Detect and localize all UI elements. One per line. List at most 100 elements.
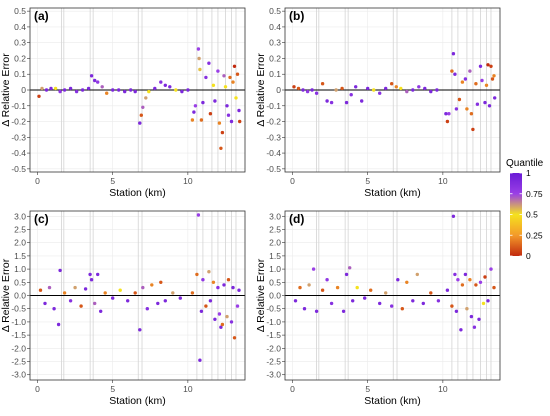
y-tick-label: -3.0 (266, 370, 281, 380)
data-point (360, 99, 364, 103)
y-tick-label: 0.2 (269, 53, 281, 63)
data-point (103, 291, 107, 295)
data-point (211, 280, 216, 284)
data-point (445, 119, 450, 124)
panel-label: (c) (34, 212, 49, 226)
data-point (111, 88, 115, 92)
data-point (436, 299, 441, 303)
x-tick-label: 5 (110, 384, 115, 394)
panel-a: -0.5 -0.4 -0.3 -0.2 -0.1 0 0.1 0.2 0.3 0.4 0.5 0 5 10… (0, 6, 246, 199)
data-point (394, 85, 398, 89)
y-tick-label: 2.5 (14, 224, 26, 234)
data-point (180, 89, 184, 94)
y-axis-title: Δ Relative Error (0, 53, 12, 127)
x-axis-title: Station (km) (109, 187, 166, 199)
data-point (49, 86, 53, 91)
x-tick-label: 0 (35, 384, 40, 394)
y-tick-label: 0.3 (269, 38, 281, 48)
data-point (298, 285, 302, 290)
data-point (159, 80, 163, 84)
data-point (399, 86, 403, 91)
data-point (459, 328, 463, 332)
data-point (232, 64, 237, 69)
data-point (451, 214, 456, 218)
panel-b: -0.5 -0.4 -0.3 -0.2 -0.1 0 0.1 0.2 0.3 0.4 0.5 0 5 10… (255, 6, 501, 199)
data-point (486, 299, 490, 303)
data-point (123, 89, 127, 94)
data-point (222, 283, 226, 287)
data-point (145, 307, 149, 311)
data-point (118, 288, 122, 292)
data-point (348, 266, 352, 270)
data-point (460, 80, 465, 84)
data-point (400, 307, 404, 311)
panel-label: (a) (34, 9, 49, 23)
data-point (52, 307, 56, 311)
y-tick-label: 0.0 (14, 291, 26, 301)
data-point (468, 69, 472, 73)
data-point (201, 278, 205, 282)
data-point (153, 86, 157, 91)
data-point (378, 91, 382, 95)
y-axis-title: Δ Relative Error (255, 53, 267, 127)
data-point (429, 291, 433, 295)
data-point (58, 268, 62, 273)
data-point (74, 89, 79, 94)
panel-label: (d) (289, 212, 304, 226)
x-tick-label: 5 (110, 176, 115, 186)
data-point (43, 301, 47, 306)
data-point (44, 88, 49, 92)
data-point (111, 296, 115, 300)
data-point (351, 299, 355, 303)
x-tick-label: 0 (290, 176, 295, 186)
data-point (62, 88, 67, 92)
legend-colorbar (510, 173, 522, 256)
y-tick-label: 0.5 (14, 6, 26, 16)
data-point (100, 85, 104, 89)
data-point (144, 96, 148, 100)
data-point (53, 86, 58, 91)
data-point (231, 285, 235, 290)
y-tick-label: -1.0 (11, 317, 26, 327)
data-point (341, 309, 346, 313)
y-tick-label: 0.2 (14, 53, 26, 63)
y-tick-label: -3.0 (11, 370, 26, 380)
data-point (208, 112, 213, 116)
data-point (234, 96, 238, 100)
data-point (423, 86, 427, 91)
data-point (384, 86, 388, 91)
y-tick-label: 1.0 (14, 264, 26, 274)
x-axis-title: Station (km) (364, 187, 421, 199)
legend-title: Quantile (506, 158, 544, 169)
data-point (475, 102, 480, 106)
data-point (329, 301, 334, 306)
x-tick-label: 10 (183, 384, 193, 394)
y-tick-label: 0.5 (269, 277, 281, 287)
data-point (238, 119, 242, 124)
data-point (302, 307, 307, 311)
x-tick-label: 0 (290, 384, 295, 394)
data-point (129, 88, 133, 92)
data-point (329, 100, 334, 105)
data-point (139, 113, 143, 117)
data-point (325, 278, 329, 282)
data-point (340, 86, 344, 91)
data-point (186, 88, 190, 92)
data-point (133, 89, 137, 94)
data-point (211, 83, 216, 88)
data-point (314, 309, 319, 313)
x-axis-title: Station (km) (364, 395, 421, 407)
data-point (489, 64, 493, 69)
data-point (469, 314, 474, 319)
data-point (62, 291, 67, 295)
y-tick-label: -0.1 (266, 101, 281, 111)
y-tick-label: 0.5 (269, 6, 281, 16)
data-point (133, 291, 137, 295)
data-point (378, 301, 382, 306)
data-point (478, 64, 483, 69)
legend-label: 1 (526, 168, 531, 178)
y-tick-label: 3.0 (14, 211, 26, 221)
legend-label: 0.5 (526, 210, 538, 220)
